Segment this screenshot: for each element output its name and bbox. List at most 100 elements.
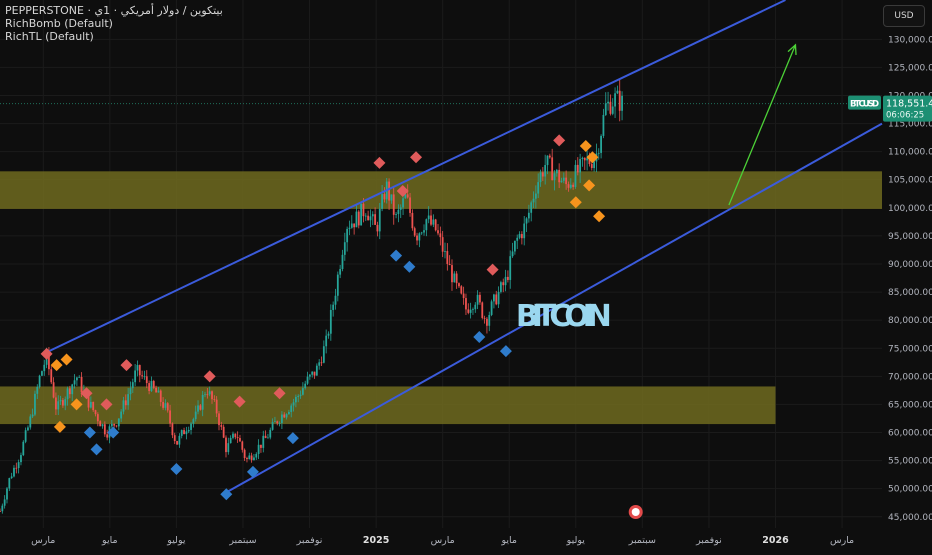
- candle-body: [201, 394, 204, 410]
- signal-marker[interactable]: [220, 488, 233, 501]
- y-tick-label: 55,000.00: [888, 457, 932, 467]
- candle-body: [13, 467, 15, 477]
- support-zone-1[interactable]: [0, 171, 882, 209]
- candle-body: [558, 169, 561, 183]
- channel-upper-line[interactable]: [42, 0, 786, 355]
- candle-body: [488, 314, 491, 326]
- price-tag[interactable]: [883, 95, 932, 122]
- symbol-tag[interactable]: [848, 95, 881, 110]
- candle-body: [246, 458, 248, 460]
- candle-body: [178, 435, 181, 445]
- y-tick-label: 80,000.00: [888, 316, 932, 326]
- candle-body: [68, 388, 71, 395]
- candle-body: [248, 455, 251, 460]
- candle-body: [267, 437, 269, 439]
- signal-marker[interactable]: [60, 353, 73, 366]
- candle-body: [1, 505, 4, 512]
- signal-marker[interactable]: [83, 426, 96, 439]
- signal-marker[interactable]: [396, 184, 409, 197]
- signal-marker[interactable]: [553, 134, 566, 147]
- candle-body: [110, 423, 113, 427]
- candle-body: [134, 370, 137, 383]
- trend-arrow-shaft[interactable]: [728, 44, 797, 206]
- signal-marker[interactable]: [70, 398, 83, 411]
- candle-body: [274, 421, 276, 423]
- candle-body: [469, 309, 472, 313]
- candle-body: [66, 388, 69, 400]
- signal-marker[interactable]: [170, 463, 183, 476]
- indicator-richbomb[interactable]: RichBomb (Default): [5, 17, 113, 30]
- candle-body: [187, 429, 190, 432]
- signal-marker[interactable]: [107, 426, 120, 439]
- signal-marker[interactable]: [90, 443, 103, 456]
- candle-body: [287, 411, 290, 415]
- signal-marker[interactable]: [403, 260, 416, 273]
- candle-body: [192, 419, 195, 424]
- signal-marker[interactable]: [50, 359, 63, 372]
- candle-body: [336, 274, 339, 296]
- x-tick-label: سبتمبر: [228, 535, 256, 546]
- signal-marker[interactable]: [120, 359, 133, 372]
- signal-marker[interactable]: [100, 398, 113, 411]
- candle-body: [113, 423, 116, 426]
- signal-marker[interactable]: [286, 432, 299, 445]
- candle-body: [262, 435, 265, 448]
- y-tick-label: 45,000.00: [888, 513, 932, 523]
- signal-marker[interactable]: [203, 370, 216, 383]
- candle-body: [381, 194, 383, 209]
- candle-body: [404, 194, 407, 199]
- candle-body: [486, 318, 488, 326]
- candle-body: [227, 443, 230, 453]
- signal-marker[interactable]: [233, 395, 246, 408]
- candle-body: [520, 234, 523, 239]
- candle-body: [534, 193, 537, 199]
- signal-marker[interactable]: [569, 196, 582, 209]
- signal-marker[interactable]: [373, 156, 386, 169]
- x-tick-label: مايو: [500, 535, 517, 546]
- candle-body: [432, 219, 435, 225]
- candle-body: [607, 101, 609, 104]
- indicator-richtl[interactable]: RichTL (Default): [5, 30, 94, 43]
- signal-marker[interactable]: [473, 331, 486, 344]
- signal-marker[interactable]: [410, 151, 423, 164]
- signal-marker[interactable]: [246, 465, 259, 478]
- candle-body: [271, 422, 274, 430]
- candle-body: [513, 240, 516, 252]
- x-tick-label: يوليو: [166, 535, 186, 546]
- signal-marker[interactable]: [273, 387, 286, 400]
- signal-marker[interactable]: [80, 387, 93, 400]
- signal-marker[interactable]: [586, 151, 599, 164]
- signal-marker[interactable]: [583, 179, 596, 192]
- signal-marker[interactable]: [579, 140, 592, 153]
- y-tick-label: 90,000.00: [888, 260, 932, 270]
- currency-button[interactable]: USD: [883, 5, 925, 27]
- signal-marker[interactable]: [593, 210, 606, 223]
- signal-marker[interactable]: [499, 345, 512, 358]
- candle-body: [472, 309, 474, 311]
- candle-body: [527, 212, 530, 219]
- signal-marker[interactable]: [486, 263, 499, 276]
- candle-body: [290, 405, 293, 412]
- candle-body: [164, 403, 167, 408]
- candle-body: [448, 263, 451, 266]
- channel-lower-line[interactable]: [222, 122, 883, 496]
- support-zone-2[interactable]: [0, 386, 776, 425]
- candle-body: [257, 444, 260, 454]
- y-tick-label: 75,000.00: [888, 344, 932, 354]
- signal-marker[interactable]: [53, 420, 66, 433]
- signal-marker[interactable]: [390, 249, 403, 262]
- candle-body: [281, 414, 283, 423]
- candle-body: [138, 365, 141, 376]
- candle-body: [602, 114, 605, 136]
- candle-body: [10, 476, 13, 479]
- candle-body: [59, 400, 62, 402]
- candle-body: [215, 399, 218, 414]
- bitcoin-annotation: BITCOIN: [516, 299, 612, 334]
- candle-body: [346, 228, 349, 243]
- symbol-title[interactable]: PEPPERSTONE · بيتكوين / دولار أمريكي · 1…: [5, 4, 223, 17]
- trend-arrow-head: [787, 43, 797, 55]
- signal-marker[interactable]: [40, 347, 53, 360]
- y-tick-label: 105,000.00: [888, 176, 932, 186]
